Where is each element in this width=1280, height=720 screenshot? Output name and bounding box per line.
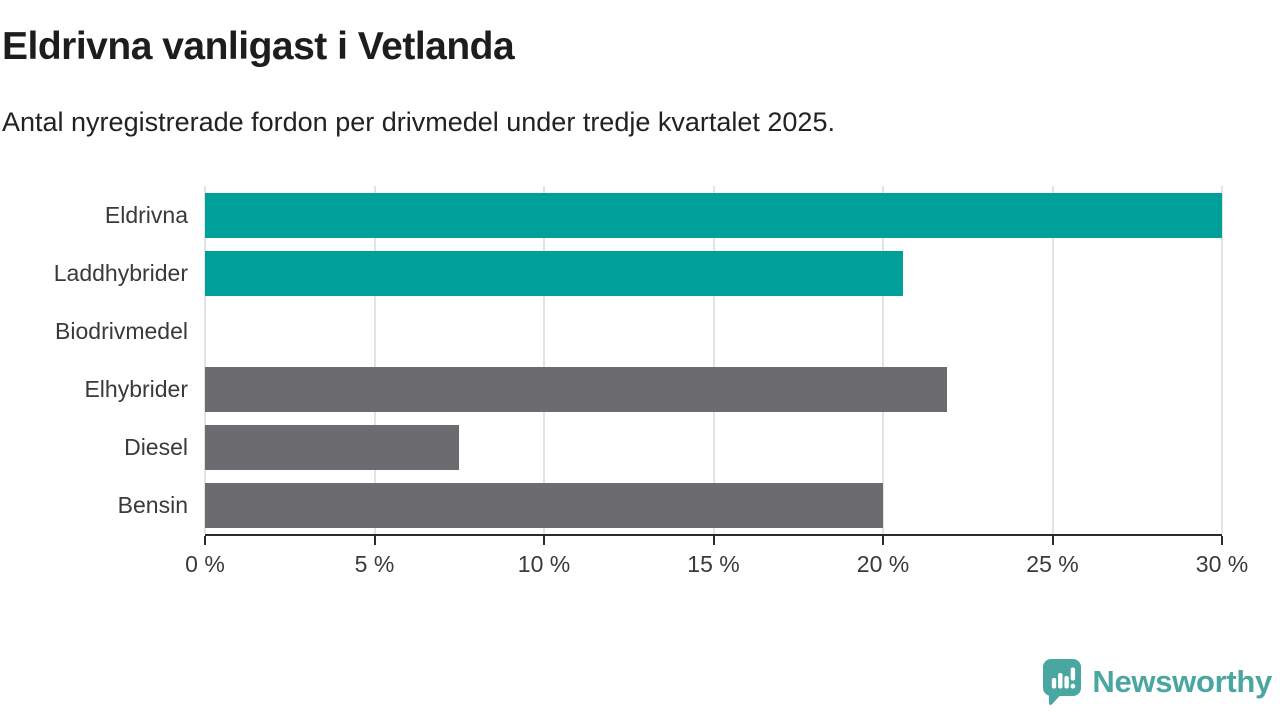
gridline: [373, 186, 376, 534]
bar-row: [205, 302, 1222, 360]
gridline: [1221, 186, 1223, 534]
category-label-laddhybrider: Laddhybrider: [53, 259, 188, 286]
axis-tick: [543, 536, 545, 545]
category-label-eldrivna: Eldrivna: [104, 201, 188, 228]
bar-elhybrider: [205, 366, 948, 412]
axis-tick: [1221, 536, 1223, 545]
bar-row: [205, 186, 1222, 244]
category-label-diesel: Diesel: [124, 433, 188, 460]
bar-row: [205, 244, 1222, 302]
category-label-biodrivmedel: Biodrivmedel: [55, 317, 188, 344]
axis-tick: [882, 536, 884, 545]
x-axis-line: [205, 534, 1222, 536]
axis-tick-label: 5 %: [354, 551, 395, 577]
axis-tick: [373, 536, 376, 545]
axis-tick-label: 20 %: [856, 551, 910, 577]
gridline: [882, 186, 884, 534]
axis-tick-label: 10 %: [517, 551, 571, 577]
category-label-elhybrider: Elhybrider: [84, 375, 188, 402]
newsworthy-brand-link[interactable]: Newsworthy: [1042, 658, 1272, 706]
bar-laddhybrider: [205, 250, 904, 296]
category-label-bensin: Bensin: [117, 491, 188, 518]
newsworthy-logo-icon: [1043, 659, 1082, 705]
bar-bensin: [205, 482, 883, 528]
axis-tick-label: 25 %: [1026, 551, 1079, 577]
axis-tick-label: 0 %: [185, 551, 225, 577]
plot-area: [204, 186, 1223, 534]
y-axis-labels: Eldrivna Laddhybrider Biodrivmedel Elhybrid…: [0, 186, 205, 586]
bar-diesel: [205, 424, 460, 470]
bar-row: [205, 418, 1222, 476]
chart-title: Eldrivna vanligast i Vetlanda: [2, 25, 515, 68]
axis-tick: [1051, 536, 1054, 545]
chart-subtitle: Antal nyregistrerade fordon per drivmede…: [2, 106, 835, 137]
bar-eldrivna: [205, 192, 1222, 238]
axis-tick: [204, 536, 206, 545]
brand-name: Newsworthy: [1092, 664, 1272, 699]
bar-row: [205, 360, 1222, 418]
gridline: [1051, 186, 1054, 534]
bar-chart: Eldrivna Laddhybrider Biodrivmedel Elhybrid…: [0, 186, 1248, 586]
gridline: [543, 186, 545, 534]
bar-row: [205, 476, 1222, 534]
x-axis: 0 % 5 % 10 % 15 % 20 % 25 % 30 %: [185, 534, 1248, 586]
gridlines: [204, 186, 1223, 534]
gridline: [204, 186, 206, 534]
axis-tick-label: 30 %: [1195, 551, 1249, 577]
bars: [205, 186, 1222, 534]
axis-tick-label: 15 %: [687, 551, 740, 577]
gridline: [712, 186, 715, 534]
axis-tick: [712, 536, 715, 545]
